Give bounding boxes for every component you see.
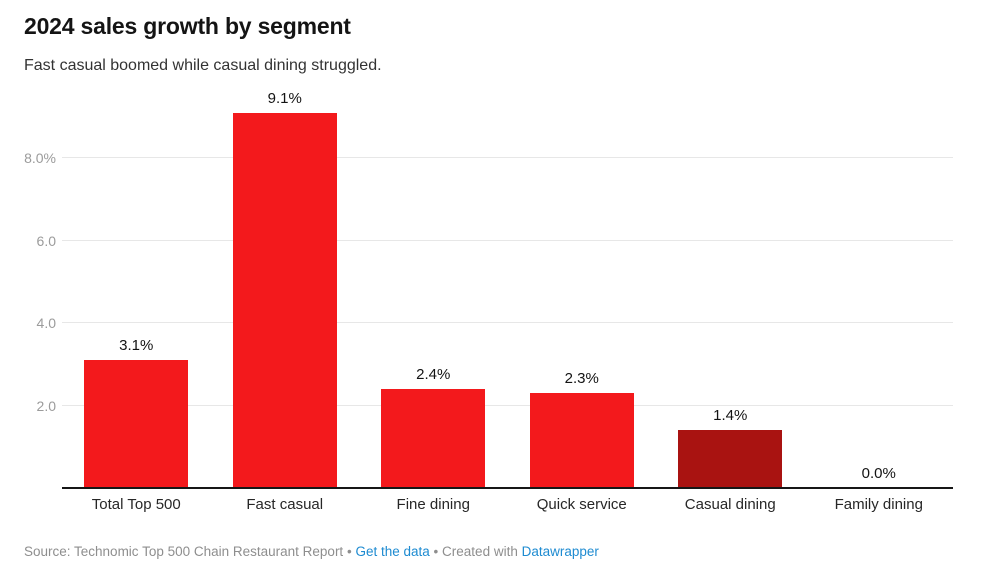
x-axis-line (62, 487, 953, 489)
separator-dot: • (433, 544, 439, 559)
category-label-fine-dining: Fine dining (396, 496, 470, 513)
y-axis-tick-label: 6.0 (36, 232, 56, 249)
bar-total-top-500[interactable] (84, 360, 189, 488)
category-label-quick-service: Quick service (536, 496, 627, 513)
datawrapper-link[interactable]: Datawrapper (521, 544, 599, 559)
y-axis-tick-label: 8.0% (24, 150, 56, 166)
bar-casual-dining[interactable] (678, 430, 783, 488)
category-label-total-top-500: Total Top 500 (91, 496, 181, 513)
value-label-total-top-500: 3.1% (119, 337, 154, 354)
created-with-text: Created with (442, 544, 518, 559)
bar-fast-casual[interactable] (232, 113, 337, 488)
category-label-family-dining: Family dining (834, 496, 923, 513)
gridline-6.0 (62, 239, 953, 241)
category-label-fast-casual: Fast casual (246, 496, 324, 513)
source-text: Source: Technomic Top 500 Chain Restaura… (24, 544, 344, 559)
chart-subtitle: Fast casual boomed while casual dining s… (24, 57, 382, 74)
value-label-family-dining: 0.0% (861, 465, 896, 482)
bar-fine-dining[interactable] (381, 389, 486, 488)
value-label-fine-dining: 2.4% (416, 366, 451, 383)
gridline-4.0 (62, 322, 953, 323)
gridline-2.0 (62, 404, 953, 406)
gridline-8.0% (62, 157, 953, 158)
value-label-casual-dining: 1.4% (713, 407, 748, 424)
value-label-quick-service: 2.3% (564, 370, 599, 387)
y-axis-tick-label: 2.0 (36, 397, 56, 414)
y-axis-tick-label: 4.0 (36, 315, 56, 331)
value-label-fast-casual: 9.1% (267, 90, 302, 107)
get-the-data-link[interactable]: Get the data (355, 544, 430, 559)
chart-footer: Source: Technomic Top 500 Chain Restaura… (24, 543, 599, 560)
separator-dot: • (346, 544, 352, 559)
bar-quick-service[interactable] (529, 393, 634, 488)
category-label-casual-dining: Casual dining (684, 496, 776, 513)
chart-title: 2024 sales growth by segment (24, 13, 351, 39)
